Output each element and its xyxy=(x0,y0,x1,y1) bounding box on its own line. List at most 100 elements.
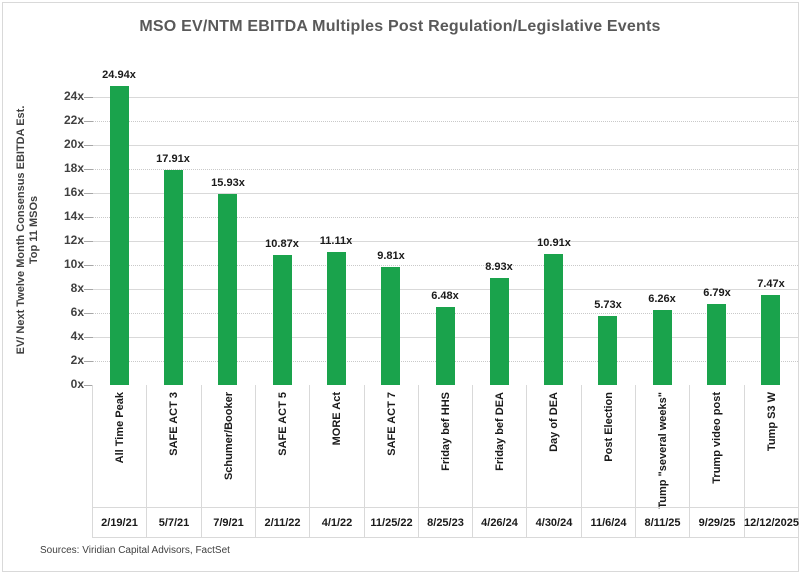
date-cell: 4/26/24 xyxy=(473,507,527,538)
bar-value-label: 8.93x xyxy=(485,261,513,273)
y-tick-mark xyxy=(84,313,93,314)
y-tick-label: 24x xyxy=(63,89,84,103)
bar xyxy=(653,310,672,385)
bar xyxy=(707,304,726,385)
bar-value-label: 6.26x xyxy=(648,293,676,305)
y-tick-label: 20x xyxy=(63,137,84,151)
date-label: 2/19/21 xyxy=(101,516,138,529)
y-tick-label: 22x xyxy=(63,113,84,127)
date-cell: 9/29/25 xyxy=(690,507,745,538)
bar xyxy=(110,86,129,385)
bar-value-label: 10.87x xyxy=(265,238,299,250)
category-label: Friday bef DEA xyxy=(493,392,506,471)
date-label: 9/29/25 xyxy=(698,516,736,529)
y-tick-mark xyxy=(84,145,93,146)
date-label: 11/6/24 xyxy=(590,516,627,529)
gridline xyxy=(92,145,798,146)
date-cell: 11/25/22 xyxy=(365,507,419,538)
y-axis-title-line1: EV/ Next Twelve Month Consensus EBITDA E… xyxy=(15,105,27,355)
category-label: Trump video post xyxy=(711,392,723,484)
category-axis-table: All Time Peak 2/19/21 SAFE ACT 3 5/7/21 Schu… xyxy=(92,385,800,538)
category-cell: Friday bef DEA xyxy=(473,385,527,507)
source-note: Sources: Viridian Capital Advisors, Fact… xyxy=(40,545,230,556)
bar-value-label: 7.47x xyxy=(757,278,785,290)
bar-value-label: 15.93x xyxy=(211,177,245,189)
category-label: SAFE ACT 3 xyxy=(168,392,180,456)
y-tick-label: 2x xyxy=(70,353,84,367)
gridline xyxy=(92,217,798,218)
gridline xyxy=(92,289,798,290)
date-label: 2/11/22 xyxy=(264,516,301,529)
y-tick-label: 6x xyxy=(70,305,84,319)
date-label: 7/9/21 xyxy=(213,516,244,529)
y-tick-mark xyxy=(84,241,93,242)
gridline xyxy=(92,265,798,266)
category-cell: Day of DEA xyxy=(527,385,582,507)
bar-value-label: 17.91x xyxy=(156,153,190,165)
date-cell: 7/9/21 xyxy=(202,507,256,538)
bar-value-label: 24.94x xyxy=(102,69,136,81)
category-cell: SAFE ACT 7 xyxy=(365,385,419,507)
y-tick-label: 18x xyxy=(63,161,84,175)
y-tick-label: 0x xyxy=(70,377,84,391)
chart-title: MSO EV/NTM EBITDA Multiples Post Regulat… xyxy=(139,18,661,35)
bar xyxy=(273,255,292,385)
date-label: 12/12/2025 xyxy=(743,516,800,529)
y-tick-mark xyxy=(84,361,93,362)
category-cell: SAFE ACT 5 xyxy=(256,385,310,507)
y-tick-label: 8x xyxy=(70,281,84,295)
category-cell: Tump "several weeks" xyxy=(636,385,690,509)
date-label: 4/30/24 xyxy=(535,516,573,529)
date-cell: 11/6/24 xyxy=(582,507,636,538)
category-cell: MORE Act xyxy=(310,385,365,507)
y-tick-label: 10x xyxy=(63,257,84,271)
category-label: SAFE ACT 5 xyxy=(276,392,289,456)
y-tick-mark xyxy=(84,265,93,266)
bar xyxy=(490,278,509,385)
bar xyxy=(761,295,780,385)
bar xyxy=(436,307,455,385)
category-label: Tump S3 W xyxy=(765,392,778,452)
bar xyxy=(544,254,563,385)
category-cell: SAFE ACT 3 xyxy=(147,385,202,507)
gridline xyxy=(92,241,798,242)
bar-value-label: 11.11x xyxy=(319,235,353,247)
y-tick-mark xyxy=(84,169,93,170)
date-label: 5/7/21 xyxy=(158,516,190,529)
gridline xyxy=(92,97,798,98)
category-cell: Schumer/Booker xyxy=(202,385,256,507)
date-cell: 8/25/23 xyxy=(419,507,473,538)
y-tick-mark xyxy=(84,385,93,386)
gridline xyxy=(92,169,798,170)
y-tick-label: 4x xyxy=(70,329,84,343)
gridline xyxy=(92,193,798,194)
bar-value-label: 6.48x xyxy=(431,290,459,302)
category-cell: Friday bef HHS xyxy=(419,385,473,507)
bar-value-label: 10.91x xyxy=(537,237,571,249)
y-tick-label: 14x xyxy=(63,209,84,223)
category-label: All Time Peak xyxy=(113,392,126,464)
bar xyxy=(598,316,617,385)
bar-value-label: 6.79x xyxy=(703,287,731,299)
y-tick-mark xyxy=(84,217,93,218)
bar xyxy=(218,194,237,385)
bar xyxy=(327,252,346,385)
date-cell: 8/11/25 xyxy=(636,507,690,538)
y-tick-mark xyxy=(84,193,93,194)
date-cell: 12/12/2025 xyxy=(743,507,800,538)
category-label: Friday bef HHS xyxy=(439,392,452,471)
category-cell: All Time Peak xyxy=(93,385,147,507)
date-cell: 4/30/24 xyxy=(527,507,582,538)
date-cell: 2/11/22 xyxy=(256,507,310,538)
date-label: 4/1/22 xyxy=(321,516,353,529)
category-cell: Tump S3 W xyxy=(745,385,799,507)
y-tick-label: 16x xyxy=(63,185,84,199)
category-label: Schumer/Booker xyxy=(222,392,235,481)
bar-value-label: 9.81x xyxy=(377,250,405,262)
gridline xyxy=(92,121,798,122)
category-cell: Trump video post xyxy=(690,385,745,507)
category-label: Day of DEA xyxy=(548,392,560,452)
category-cell: Post Election xyxy=(582,385,636,507)
y-tick-mark xyxy=(84,97,93,98)
